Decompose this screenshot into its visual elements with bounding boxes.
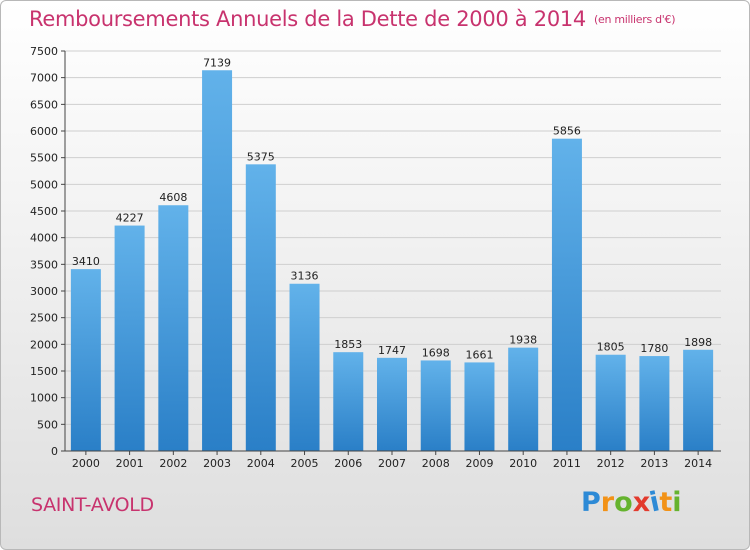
x-tick-label: 2009 [465, 457, 493, 470]
data-label: 4608 [159, 191, 187, 204]
logo-letter: i [672, 487, 682, 518]
bar [508, 347, 539, 451]
bar [420, 360, 451, 451]
x-tick-label: 2011 [553, 457, 581, 470]
y-tick-label: 0 [51, 445, 58, 458]
x-tick-label: 2012 [597, 457, 625, 470]
y-tick-label: 6500 [30, 98, 58, 111]
bar [289, 283, 320, 451]
y-tick-label: 4000 [30, 232, 58, 245]
y-tick-label: 6000 [30, 125, 58, 138]
bar [683, 349, 714, 451]
bar [202, 70, 233, 452]
x-tick-label: 2007 [378, 457, 406, 470]
x-tick-label: 2001 [116, 457, 144, 470]
x-tick-label: 2005 [291, 457, 319, 470]
chart-title: Remboursements Annuels de la Dette de 20… [29, 7, 675, 31]
value-labels: 3410 4227 4608 7139 5375 3136 1853 1747 1698 1661… [72, 56, 712, 361]
data-label: 3410 [72, 255, 100, 268]
y-tick-label: 500 [37, 418, 58, 431]
logo-letter: P [581, 487, 601, 518]
data-label: 1661 [465, 348, 493, 361]
bars [70, 70, 714, 452]
chart-title-text: Remboursements Annuels de la Dette de 20… [29, 7, 586, 31]
bar [114, 225, 145, 451]
city-name: SAINT-AVOLD [31, 494, 154, 516]
axes [61, 50, 721, 455]
x-tick-label: 2010 [509, 457, 537, 470]
bar [639, 356, 670, 451]
x-tick-label: 2000 [72, 457, 100, 470]
x-tick-label: 2008 [422, 457, 450, 470]
x-tick-label: 2006 [334, 457, 362, 470]
data-label: 5375 [247, 150, 275, 163]
y-tick-label: 5500 [30, 152, 58, 165]
data-label: 1747 [378, 344, 406, 357]
x-tick-label: 2003 [203, 457, 231, 470]
bar [464, 362, 495, 451]
bar [377, 357, 407, 451]
bar [595, 354, 626, 451]
x-tick-labels: 2000 2001 2002 2003 2004 2005 2006 2007 2008 2009… [72, 457, 712, 470]
y-tick-label: 3500 [30, 258, 58, 271]
y-tick-label: 5000 [30, 178, 58, 191]
data-label: 1938 [509, 334, 537, 347]
logo-letter: r [600, 487, 615, 518]
y-tick-label: 1500 [30, 365, 58, 378]
chart-subtitle: (en milliers d'€) [594, 13, 676, 26]
y-tick-label: 7000 [30, 72, 58, 85]
logo-letter: o [614, 487, 633, 518]
y-tick-label: 1000 [30, 392, 58, 405]
data-label: 1780 [640, 342, 668, 355]
x-tick-label: 2013 [640, 457, 668, 470]
data-label: 1853 [334, 338, 362, 351]
data-label: 1805 [597, 341, 625, 354]
y-tick-label: 2000 [30, 338, 58, 351]
y-tick-label: 7500 [30, 45, 58, 58]
bar [158, 205, 189, 451]
x-tick-label: 2004 [247, 457, 275, 470]
data-label: 7139 [203, 56, 231, 69]
x-tick-label: 2002 [159, 457, 187, 470]
data-label: 5856 [553, 125, 581, 138]
bar [70, 269, 101, 451]
y-tick-label: 2500 [30, 312, 58, 325]
x-tick-label: 2014 [684, 457, 712, 470]
proxiti-logo[interactable]: Proxiti [581, 486, 682, 518]
data-label: 1698 [422, 346, 450, 359]
data-label: 4227 [116, 212, 144, 225]
data-label: 3136 [291, 270, 319, 283]
y-tick-label: 3000 [30, 285, 58, 298]
y-tick-labels: 0 500 1000 1500 2000 2500 3000 3500 4000 4500 5000… [30, 45, 58, 458]
data-label: 1898 [684, 336, 712, 349]
bar [551, 138, 582, 451]
logo-letter: x [632, 487, 651, 518]
bar [333, 352, 364, 451]
y-tick-label: 4500 [30, 205, 58, 218]
logo-letter: t [659, 487, 673, 518]
bar [245, 164, 276, 452]
